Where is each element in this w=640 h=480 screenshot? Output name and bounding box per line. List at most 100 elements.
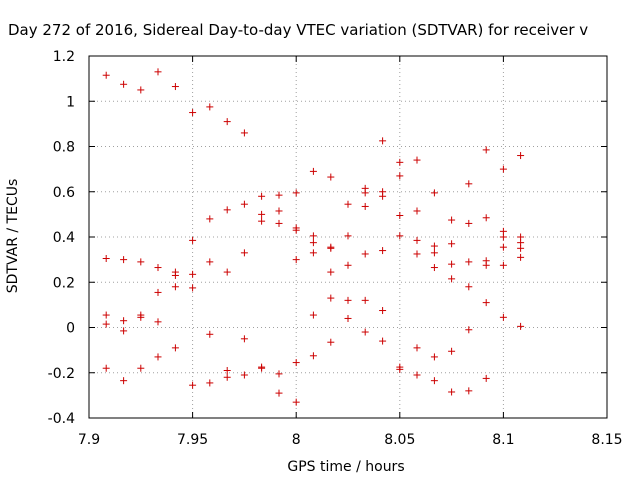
data-point xyxy=(206,330,214,338)
data-point xyxy=(189,109,197,117)
data-point xyxy=(430,189,438,197)
data-point xyxy=(413,250,421,258)
data-point xyxy=(482,261,490,269)
data-point xyxy=(189,381,197,389)
data-point xyxy=(189,270,197,278)
y-tick-label: 1.2 xyxy=(53,49,75,65)
data-point xyxy=(275,219,283,227)
x-tick-label: 8.1 xyxy=(492,432,514,448)
data-point xyxy=(223,268,231,276)
data-point xyxy=(482,214,490,222)
data-point xyxy=(430,264,438,272)
data-point xyxy=(482,374,490,382)
data-point xyxy=(275,207,283,215)
data-points xyxy=(102,68,525,406)
data-point xyxy=(240,200,248,208)
data-point xyxy=(448,275,456,283)
data-point xyxy=(361,296,369,304)
y-tick-label: 0.4 xyxy=(53,230,75,246)
data-point xyxy=(120,377,128,385)
data-point xyxy=(448,240,456,248)
data-point xyxy=(154,68,162,76)
data-point xyxy=(206,215,214,223)
data-point xyxy=(240,249,248,257)
data-point xyxy=(223,206,231,214)
data-point xyxy=(154,264,162,272)
data-point xyxy=(396,365,404,373)
y-tick-label: -0.2 xyxy=(48,366,75,382)
data-point xyxy=(430,242,438,250)
data-point xyxy=(327,244,335,252)
x-axis-label: GPS time / hours xyxy=(287,459,404,475)
data-point xyxy=(361,189,369,197)
data-point xyxy=(309,352,317,360)
data-point xyxy=(327,294,335,302)
y-tick-label: 0.6 xyxy=(53,185,75,201)
data-point xyxy=(240,335,248,343)
data-point xyxy=(120,317,128,325)
chart-title: Day 272 of 2016, Sidereal Day-to-day VTE… xyxy=(8,21,588,39)
data-point xyxy=(344,314,352,322)
data-point xyxy=(223,366,231,374)
data-point xyxy=(154,318,162,326)
data-point xyxy=(517,152,525,160)
data-point xyxy=(379,192,387,200)
data-point xyxy=(120,256,128,264)
data-point xyxy=(517,244,525,252)
data-point xyxy=(465,180,473,188)
data-point xyxy=(102,320,110,328)
data-point xyxy=(413,236,421,244)
data-point xyxy=(206,379,214,387)
data-point xyxy=(206,258,214,266)
data-point xyxy=(448,260,456,268)
data-point xyxy=(499,261,507,269)
data-point xyxy=(344,232,352,240)
data-point xyxy=(327,173,335,181)
data-point xyxy=(137,364,145,372)
data-point xyxy=(292,189,300,197)
x-tick-label: 8.05 xyxy=(384,432,415,448)
data-point xyxy=(396,212,404,220)
data-point xyxy=(430,377,438,385)
data-point xyxy=(292,398,300,406)
data-point xyxy=(327,338,335,346)
data-point xyxy=(327,268,335,276)
data-point xyxy=(171,271,179,279)
data-point xyxy=(482,299,490,307)
data-point xyxy=(137,258,145,266)
y-tick-label: 1 xyxy=(66,94,75,110)
data-point xyxy=(309,167,317,175)
data-point xyxy=(499,233,507,241)
data-point xyxy=(258,364,266,372)
data-point xyxy=(361,250,369,258)
data-point xyxy=(430,353,438,361)
data-point xyxy=(275,370,283,378)
x-tick-label: 8 xyxy=(292,432,301,448)
data-point xyxy=(309,311,317,319)
data-point xyxy=(499,243,507,251)
data-point xyxy=(499,313,507,321)
data-point xyxy=(189,236,197,244)
data-point xyxy=(379,337,387,345)
x-tick-label: 7.95 xyxy=(177,432,208,448)
data-point xyxy=(344,200,352,208)
data-point xyxy=(396,158,404,166)
data-point xyxy=(223,373,231,381)
data-point xyxy=(499,165,507,173)
data-point xyxy=(240,371,248,379)
data-point xyxy=(361,202,369,210)
data-point xyxy=(379,137,387,145)
data-point xyxy=(413,156,421,164)
data-point xyxy=(223,118,231,126)
y-tick-label: 0.2 xyxy=(53,275,75,291)
y-tick-label: 0 xyxy=(66,321,75,337)
data-point xyxy=(413,207,421,215)
data-point xyxy=(482,146,490,154)
data-point xyxy=(137,86,145,94)
data-point xyxy=(154,353,162,361)
data-point xyxy=(517,253,525,261)
data-point xyxy=(465,387,473,395)
y-tick-label: -0.4 xyxy=(48,411,75,427)
